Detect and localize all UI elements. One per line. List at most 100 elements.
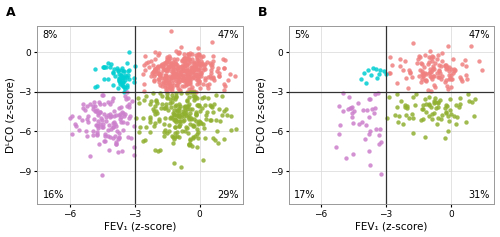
Point xyxy=(146,120,154,124)
Point xyxy=(434,68,442,72)
Point xyxy=(188,57,196,61)
Point xyxy=(404,86,412,90)
Point xyxy=(184,71,192,75)
Point xyxy=(426,70,434,73)
Point xyxy=(188,136,196,140)
Point xyxy=(121,78,129,82)
Point xyxy=(98,173,106,177)
Point xyxy=(200,63,208,66)
Point xyxy=(154,64,162,68)
Point xyxy=(82,129,90,133)
Point xyxy=(112,140,120,144)
Point xyxy=(96,110,104,114)
Point xyxy=(100,65,108,69)
Point xyxy=(114,137,122,140)
Point xyxy=(408,112,416,116)
Point xyxy=(92,133,100,137)
Point xyxy=(426,68,434,71)
Point xyxy=(185,77,193,81)
Point xyxy=(175,50,183,54)
Point xyxy=(93,108,101,112)
Point xyxy=(172,94,180,98)
Point xyxy=(174,113,182,117)
Point xyxy=(462,73,470,77)
Point xyxy=(206,75,214,78)
Point xyxy=(124,116,132,120)
Point xyxy=(221,84,229,88)
Point xyxy=(170,60,178,64)
Point xyxy=(421,77,429,81)
Point xyxy=(194,46,202,50)
Point xyxy=(167,115,175,119)
Point xyxy=(134,96,141,100)
Point xyxy=(419,103,427,107)
Point xyxy=(170,57,178,60)
Point xyxy=(194,58,202,62)
Point xyxy=(190,68,198,72)
Point xyxy=(83,105,91,108)
Point xyxy=(166,101,174,105)
Point xyxy=(156,106,164,110)
Point xyxy=(168,64,176,68)
Text: 8%: 8% xyxy=(42,30,58,40)
Point xyxy=(118,66,126,70)
Point xyxy=(442,110,450,114)
Point xyxy=(422,102,430,106)
Point xyxy=(396,64,404,68)
Point xyxy=(184,75,192,78)
Point xyxy=(180,56,188,60)
Point xyxy=(336,104,344,108)
Point xyxy=(115,80,123,83)
Point xyxy=(147,59,155,63)
Point xyxy=(174,75,182,79)
Point xyxy=(102,139,110,143)
Point xyxy=(139,72,147,76)
Point xyxy=(442,112,450,115)
Point xyxy=(429,66,437,70)
Point xyxy=(173,134,181,138)
Point xyxy=(188,117,196,121)
Point xyxy=(177,69,185,73)
Point xyxy=(478,68,486,72)
Point xyxy=(170,62,178,66)
Point xyxy=(348,105,356,109)
Point xyxy=(186,137,194,141)
Point xyxy=(426,49,434,53)
Point xyxy=(124,135,132,138)
Point xyxy=(152,98,160,102)
Point xyxy=(166,97,174,101)
Point xyxy=(118,111,126,114)
Point xyxy=(182,62,190,66)
Point xyxy=(426,74,434,78)
Point xyxy=(190,65,198,68)
Point xyxy=(72,124,80,128)
Point xyxy=(406,68,413,72)
Point xyxy=(168,81,176,85)
Point xyxy=(170,108,177,112)
Point xyxy=(414,61,422,65)
Point xyxy=(362,123,370,127)
Point xyxy=(186,117,194,120)
Point xyxy=(378,141,386,144)
Point xyxy=(201,76,209,80)
Point xyxy=(184,90,192,94)
Point xyxy=(178,78,186,82)
Point xyxy=(162,73,170,77)
Text: 47%: 47% xyxy=(217,30,238,40)
Point xyxy=(172,76,180,79)
Point xyxy=(168,135,175,138)
Point xyxy=(168,63,175,66)
Point xyxy=(450,114,458,118)
Point xyxy=(168,87,175,90)
Point xyxy=(150,104,158,108)
Point xyxy=(169,96,177,100)
Point xyxy=(425,114,433,118)
Point xyxy=(168,116,176,120)
Point xyxy=(170,71,177,75)
Point xyxy=(164,82,172,86)
Point xyxy=(172,49,180,53)
Point xyxy=(170,118,178,122)
Point xyxy=(174,75,182,78)
Point xyxy=(130,153,138,156)
Point xyxy=(159,81,167,85)
